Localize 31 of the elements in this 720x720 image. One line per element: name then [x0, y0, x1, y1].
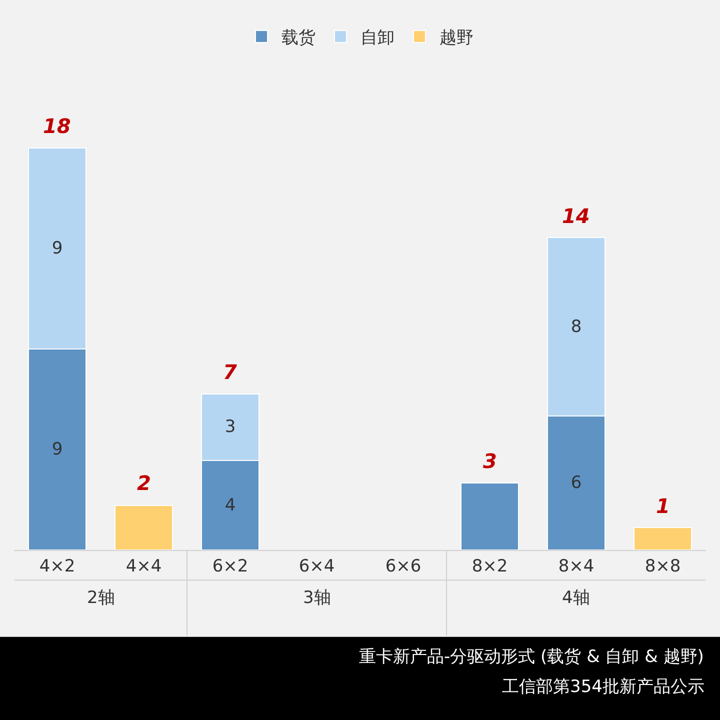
total-label: 1 — [656, 494, 670, 518]
total-label: 3 — [483, 449, 497, 473]
legend-label: 越野 — [440, 28, 474, 48]
x-tick-label: 6×6 — [385, 556, 422, 576]
text: 4轴 — [562, 588, 590, 608]
data-label: 9 — [52, 238, 63, 259]
x-tick-label: 8×2 — [472, 556, 508, 576]
x-tick-label: 8×4 — [558, 556, 594, 576]
legend-label: 自卸 — [360, 28, 394, 48]
data-label: 4 — [224, 495, 236, 516]
data-label: 3 — [224, 417, 236, 438]
text: 2轴 — [87, 588, 115, 608]
data-label: 6 — [570, 473, 582, 494]
text: 3轴 — [303, 588, 331, 608]
x-tick-label: 4×2 — [39, 556, 76, 576]
bar — [634, 527, 692, 550]
data-label: 8 — [570, 316, 582, 337]
x-tick-label: 6×4 — [298, 556, 335, 576]
total-label: 18 — [43, 114, 71, 138]
text: 重卡新产品-分驱动形式 (载货 & 自卸 & 越野) — [359, 647, 704, 667]
x-tick-label: 4×4 — [126, 556, 162, 576]
bar — [460, 482, 519, 550]
text: 工信部第354批新产品公示 — [502, 677, 704, 697]
total-label: 7 — [223, 360, 237, 384]
data-label: 9 — [52, 440, 63, 460]
total-label: 14 — [562, 204, 590, 228]
x-tick-label: 8×8 — [644, 556, 681, 576]
x-tick-label: 6×2 — [212, 556, 248, 576]
legend-label: 载货 — [282, 28, 316, 48]
total-label: 2 — [137, 471, 151, 495]
bar — [114, 504, 173, 550]
